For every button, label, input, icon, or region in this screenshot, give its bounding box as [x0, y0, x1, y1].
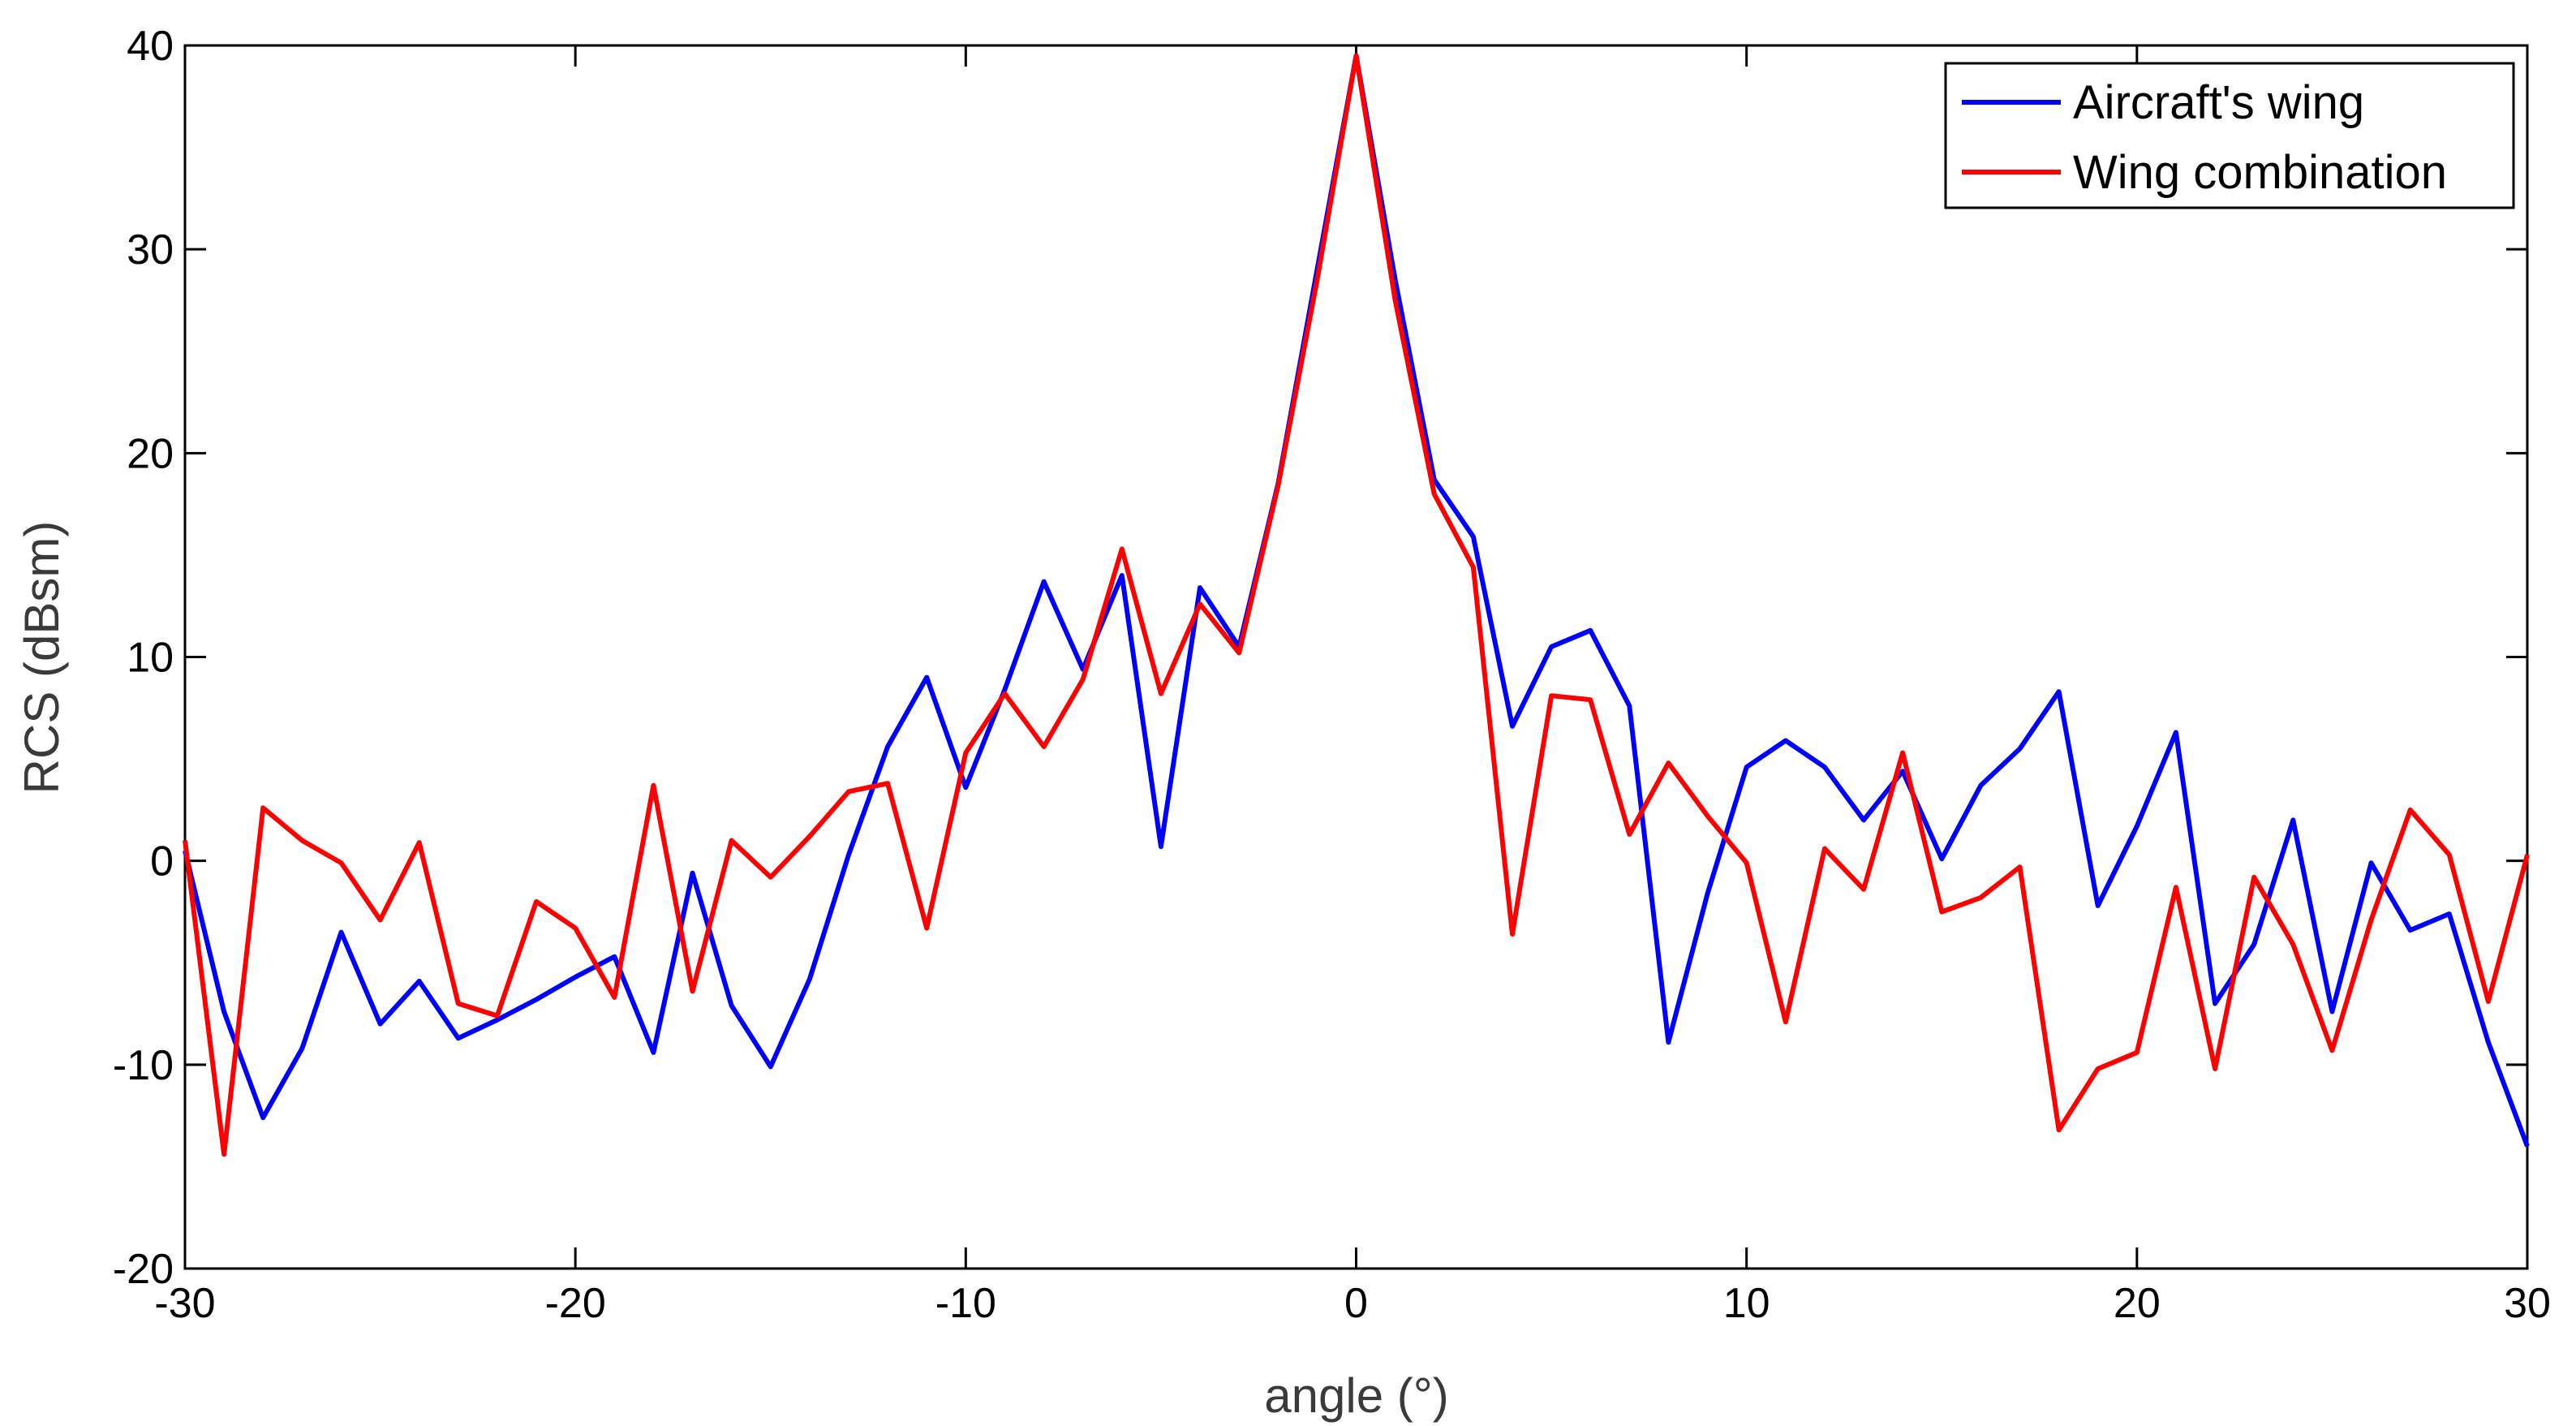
- y-tick-label: 30: [127, 226, 174, 274]
- legend-label-wing-combination: Wing combination: [2073, 146, 2447, 199]
- x-tick-label: 20: [2114, 1280, 2161, 1327]
- y-tick-label: 40: [127, 23, 174, 70]
- y-tick-label: 10: [127, 635, 174, 682]
- series-line-wing-combination: [183, 53, 2530, 1157]
- axis-ticks: [183, 44, 2529, 1270]
- y-tick-label: -20: [113, 1246, 174, 1293]
- legend-label-aircraft-wing: Aircraft's wing: [2073, 76, 2364, 129]
- y-tick-label: 0: [150, 838, 174, 885]
- legend-box: [1944, 62, 2515, 209]
- x-tick-label: -10: [935, 1280, 996, 1327]
- y-tick-label: -10: [113, 1042, 174, 1089]
- x-tick-label: -20: [545, 1280, 606, 1327]
- y-tick-label: 20: [127, 430, 174, 477]
- plot-area: [183, 44, 2529, 1270]
- legend: Aircraft's wing Wing combination: [1944, 62, 2515, 209]
- x-tick-label: -30: [154, 1280, 215, 1327]
- y-axis-label: RCS (dBsm): [15, 521, 69, 795]
- x-tick-label: 10: [1723, 1280, 1770, 1327]
- data-series: [183, 53, 2530, 1157]
- x-tick-label: 0: [1344, 1280, 1368, 1327]
- x-tick-label: 30: [2504, 1280, 2551, 1327]
- x-axis-label: angle (°): [1264, 1368, 1448, 1423]
